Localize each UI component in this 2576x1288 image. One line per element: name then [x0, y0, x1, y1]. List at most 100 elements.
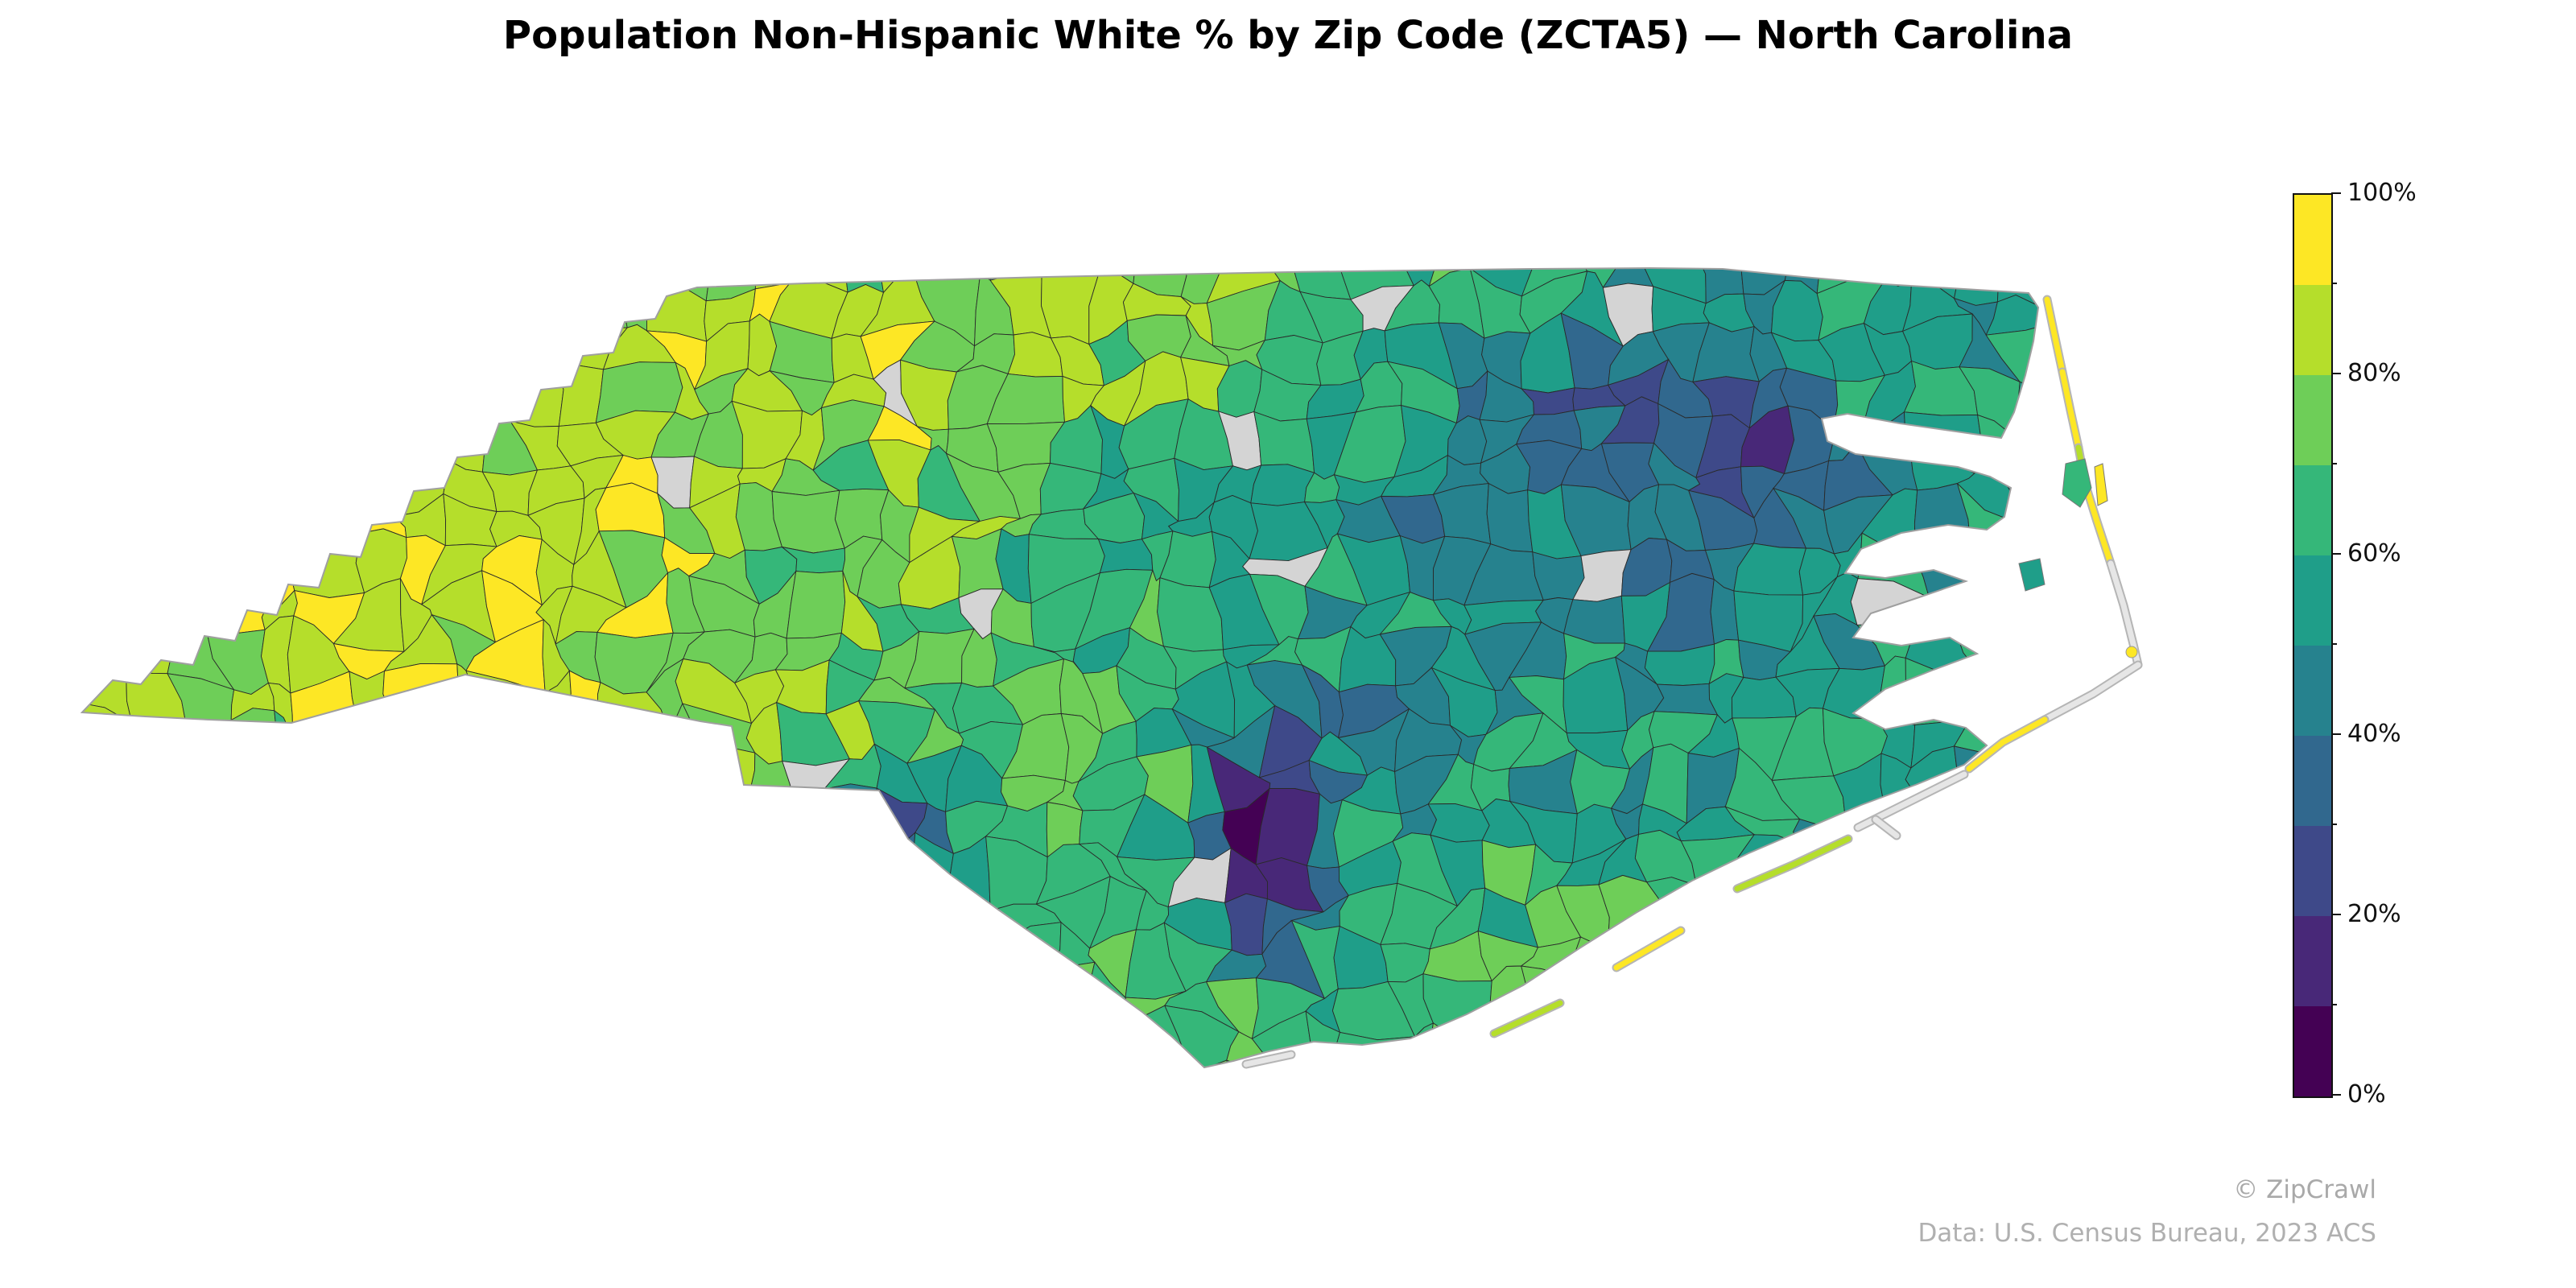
colorbar-segment — [2294, 646, 2331, 736]
zcta-cell — [82, 1022, 108, 1067]
zcta-cell — [205, 529, 279, 607]
zcta-cell — [530, 795, 562, 870]
zcta-cell — [289, 411, 361, 462]
zcta-cell — [401, 961, 458, 1034]
zcta-cell — [650, 749, 713, 821]
zcta-cell — [1005, 1024, 1062, 1067]
zcta-cell — [204, 311, 285, 390]
zcta-cell — [82, 961, 115, 1029]
zcta-cell — [594, 920, 667, 985]
zcta-cell — [560, 763, 621, 825]
zcta-cell — [223, 448, 279, 488]
zcta-cell — [1097, 538, 1154, 574]
zcta-cell — [304, 929, 339, 984]
zcta-cell — [466, 836, 541, 904]
colorbar-minor-tick — [2331, 283, 2337, 284]
zcta-cell — [598, 832, 679, 882]
zcta-cell — [1835, 920, 1876, 990]
zcta-cell — [82, 409, 96, 455]
zcta-cell — [247, 832, 304, 907]
zcta-cell — [819, 848, 869, 907]
zcta-cell — [445, 419, 488, 473]
zcta-cell — [187, 529, 224, 603]
colorbar-major-tick — [2331, 914, 2341, 915]
zcta-cell — [443, 750, 478, 822]
zcta-cell — [825, 1072, 873, 1100]
zcta-cell — [215, 878, 284, 938]
zcta-cell — [1292, 268, 1352, 300]
zcta-cell — [684, 931, 749, 981]
colorbar-major-tick — [2331, 373, 2341, 374]
zcta-cell — [274, 448, 306, 513]
zcta-cell — [1733, 1058, 1772, 1067]
colorbar-tick-label: 0% — [2347, 1080, 2386, 1108]
zcta-cell — [305, 754, 370, 800]
zcta-cell — [1957, 887, 2015, 943]
zcta-cell — [2012, 942, 2038, 980]
zcta-cell — [708, 748, 756, 810]
zcta-cell — [512, 328, 563, 390]
zcta-cell — [1342, 1075, 1410, 1121]
zcta-cell — [184, 581, 224, 629]
colorbar-major-tick — [2331, 553, 2341, 555]
zcta-cell — [121, 494, 198, 559]
zcta-cell — [1705, 1050, 1746, 1067]
zcta-cell — [1863, 989, 1922, 1031]
zcta-cell — [2033, 623, 2038, 693]
zcta-cell — [376, 1056, 444, 1067]
zcta-cell — [207, 268, 271, 299]
zcta-cell — [1823, 1009, 1893, 1067]
zcta-cell — [159, 788, 229, 871]
zcta-cell — [1970, 662, 2013, 730]
attribution-source: Data: U.S. Census Bureau, 2023 ACS — [1918, 1219, 2376, 1248]
zcta-cell — [82, 526, 129, 583]
zcta-cell — [1861, 1020, 1927, 1067]
zcta-cell — [854, 879, 933, 927]
zcta-cell — [82, 745, 92, 823]
zcta-cell — [126, 1037, 185, 1067]
zcta-cell — [602, 1017, 667, 1062]
zcta-cell — [1994, 623, 2038, 664]
zcta-cell — [514, 970, 576, 1034]
zcta-cell — [1913, 914, 1975, 993]
zcta-cell — [186, 719, 232, 761]
zcta-cell — [131, 717, 192, 758]
zcta-cell — [348, 359, 415, 420]
zcta-cell — [597, 705, 668, 772]
zcta-cell — [1855, 836, 1922, 905]
zcta-cell — [94, 453, 139, 506]
zcta-cell — [441, 797, 501, 860]
zcta-cell — [859, 832, 916, 913]
colorbar-minor-tick — [2331, 824, 2337, 825]
zcta-cell — [914, 906, 956, 935]
zcta-cell — [694, 881, 749, 947]
colorbar-minor-tick — [2331, 643, 2337, 645]
zcta-cell — [376, 1022, 458, 1067]
zcta-cell — [82, 367, 153, 411]
zcta-cell — [272, 758, 324, 824]
zcta-cell — [215, 1013, 275, 1062]
zcta-cell — [421, 852, 501, 892]
zcta-cell — [469, 970, 531, 1034]
zcta-cell — [126, 1058, 188, 1067]
colorbar-tick-label: 20% — [2347, 900, 2401, 928]
zcta-cell — [565, 1055, 626, 1067]
zcta-cell — [422, 881, 490, 940]
zcta-cell — [1791, 924, 1840, 978]
sound-island — [2018, 558, 2046, 592]
zcta-cell — [922, 1005, 964, 1067]
zcta-cell — [123, 572, 196, 630]
zcta-cell — [126, 788, 187, 866]
zcta-cell — [824, 783, 877, 867]
zcta-cell — [123, 848, 187, 909]
zcta-cell — [170, 925, 235, 989]
zcta-cell — [122, 268, 198, 332]
zcta-cell — [1917, 894, 1969, 928]
zcta-cell — [777, 927, 832, 993]
zcta-cell — [913, 268, 981, 275]
zcta-cell — [665, 1055, 709, 1067]
zcta-cell — [564, 1012, 617, 1067]
zcta-cell — [1967, 918, 2017, 994]
zcta-cell — [2007, 806, 2038, 850]
zcta-cell — [945, 934, 1002, 989]
